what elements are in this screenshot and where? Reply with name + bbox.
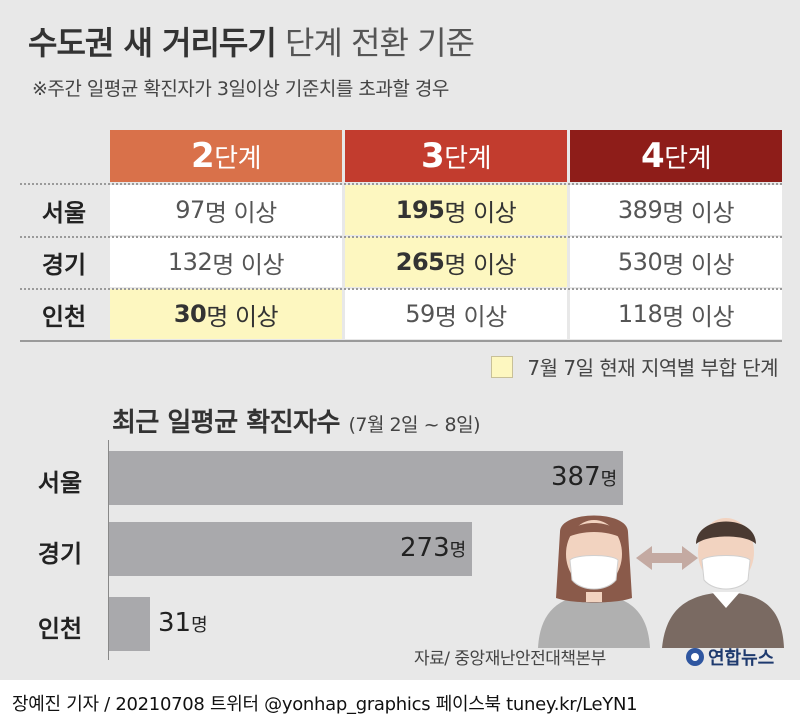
header-level-3-num: 3 — [420, 136, 445, 176]
header-level-3: 3 단계 — [345, 130, 567, 182]
table-cell: 132 명 이상 — [110, 237, 342, 287]
highlight-legend: 7월 7일 현재 지역별 부합 단계 — [491, 352, 778, 381]
cell-unit: 명 이상 — [434, 302, 507, 331]
cell-unit: 명 이상 — [444, 250, 517, 279]
table-row-incheon: 인천 30 명 이상 59 명 이상 118 명 이상 — [20, 289, 782, 339]
bar-value-label: 273명 — [400, 533, 466, 563]
bar-value-number: 31 — [158, 608, 192, 638]
bar-value-unit: 명 — [600, 469, 618, 490]
bar — [109, 597, 150, 651]
header-level-2-num: 2 — [190, 136, 215, 176]
table-cell-highlighted: 30 명 이상 — [110, 289, 342, 339]
header-level-4-suffix: 단계 — [664, 143, 711, 174]
legend-label: 7월 7일 현재 지역별 부합 단계 — [527, 356, 778, 380]
cell-value: 265 — [395, 248, 445, 276]
row-label: 경기 — [41, 250, 87, 279]
source-credit: 자료/ 중앙재난안전대책본부 — [414, 649, 606, 669]
row-divider — [20, 236, 782, 238]
cell-value: 118 — [617, 300, 663, 328]
cell-value: 30 — [173, 300, 207, 328]
chart-period: (7월 2일 ~ 8일) — [348, 414, 481, 436]
subtitle: ※주간 일평균 확진자가 3일이상 기준치를 초과할 경우 — [32, 78, 449, 100]
bar-value-number: 387 — [551, 462, 601, 492]
header-level-2: 2 단계 — [110, 130, 342, 182]
bar-value-label: 31명 — [158, 608, 208, 638]
row-divider — [20, 288, 782, 290]
chart-title-text: 최근 일평균 확진자수 — [112, 408, 340, 438]
cell-unit: 명 이상 — [206, 302, 279, 331]
agency-logo: 연합뉴스 — [686, 644, 774, 670]
table-cell: 389 명 이상 — [570, 185, 782, 235]
table-top-rule — [20, 183, 782, 185]
cell-unit: 명 이상 — [662, 198, 735, 227]
title-light: 단계 전환 기준 — [284, 24, 475, 62]
bar-category-label: 인천 — [37, 615, 83, 643]
table-cell: 530 명 이상 — [570, 237, 782, 287]
agency-name: 연합뉴스 — [708, 648, 775, 669]
cell-unit: 명 이상 — [204, 198, 277, 227]
table-cell-highlighted: 265 명 이상 — [345, 237, 567, 287]
chart-axis — [108, 440, 109, 660]
header-level-2-suffix: 단계 — [214, 143, 261, 174]
table-cell: 118 명 이상 — [570, 289, 782, 339]
cell-value: 530 — [617, 248, 663, 276]
infographic-panel: 수도권 새 거리두기 단계 전환 기준 ※주간 일평균 확진자가 3일이상 기준… — [0, 0, 800, 680]
yonhap-logo-icon — [686, 648, 704, 666]
cell-unit: 명 이상 — [444, 198, 517, 227]
table-bottom-rule — [20, 340, 782, 342]
man-figure — [662, 518, 784, 648]
bar-value-unit: 명 — [449, 540, 467, 561]
bar-category-label: 경기 — [37, 540, 83, 568]
table-cell-highlighted: 195 명 이상 — [345, 185, 567, 235]
cell-unit: 명 이상 — [662, 302, 735, 331]
table-row-seoul: 서울 97 명 이상 195 명 이상 389 명 이상 — [20, 185, 782, 235]
cell-value: 195 — [395, 196, 445, 224]
table-cell: 97 명 이상 — [110, 185, 342, 235]
bar-value-label: 387명 — [551, 462, 617, 492]
woman-figure — [538, 515, 650, 648]
bar-category-label: 서울 — [37, 469, 83, 497]
table-row-gyeonggi: 경기 132 명 이상 265 명 이상 530 명 이상 — [20, 237, 782, 287]
cell-value: 389 — [617, 196, 663, 224]
chart-title: 최근 일평균 확진자수 (7월 2일 ~ 8일) — [112, 402, 481, 439]
title-bold: 수도권 새 거리두기 — [28, 24, 277, 62]
double-arrow-icon — [636, 546, 698, 570]
row-label: 서울 — [41, 198, 87, 227]
cell-unit: 명 이상 — [662, 250, 735, 279]
cell-value: 97 — [175, 196, 205, 224]
cell-unit: 명 이상 — [212, 250, 285, 279]
bar — [109, 522, 472, 576]
bar-value-unit: 명 — [191, 615, 208, 636]
header-level-4-num: 4 — [640, 136, 665, 176]
bar — [109, 451, 623, 505]
cell-value: 59 — [405, 300, 435, 328]
masked-people-illustration — [538, 515, 784, 648]
table-cell: 59 명 이상 — [345, 289, 567, 339]
page-title: 수도권 새 거리두기 단계 전환 기준 — [28, 18, 475, 64]
criteria-table: 서울 97 명 이상 195 명 이상 389 명 이상 경기 132 명 이상 265… — [20, 185, 782, 340]
footer-credit: 장예진 기자 / 20210708 트위터 @yonhap_graphics 페… — [12, 694, 638, 715]
row-label: 인천 — [41, 302, 87, 331]
legend-swatch — [491, 355, 514, 378]
bar-value-number: 273 — [400, 533, 450, 563]
header-level-3-suffix: 단계 — [444, 143, 491, 174]
cell-value: 132 — [167, 248, 213, 276]
header-level-4: 4 단계 — [570, 130, 782, 182]
